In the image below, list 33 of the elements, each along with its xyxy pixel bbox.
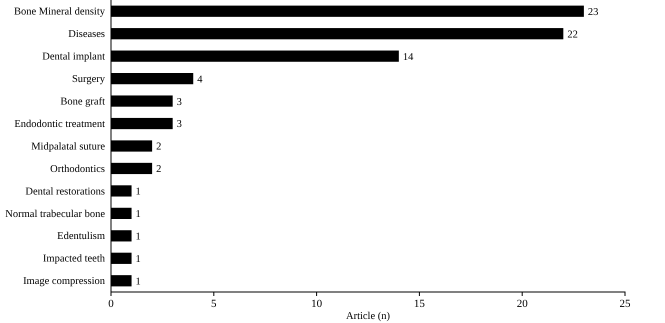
y-tick-label: Dental implant — [42, 52, 106, 63]
data-label: 23 — [588, 6, 598, 18]
y-tick-label: Surgery — [72, 74, 106, 85]
y-tick-label: Orthodontics — [50, 164, 105, 175]
data-label: 3 — [176, 119, 182, 130]
x-tick-label: 10 — [311, 298, 323, 310]
data-label: 1 — [136, 209, 141, 220]
y-tick-label: Diseases — [68, 29, 105, 40]
x-tick-label: 15 — [414, 298, 426, 310]
data-label: 14 — [402, 52, 414, 63]
y-tick-label: Normal trabecular bone — [5, 208, 106, 220]
y-tick-label: Dental restorations — [25, 186, 105, 198]
x-axis-title: Article (n) — [346, 311, 391, 322]
data-label: 1 — [136, 186, 141, 198]
data-label: 22 — [567, 29, 578, 40]
data-label: 2 — [156, 142, 162, 153]
data-label: 2 — [156, 164, 162, 176]
y-tick-label: Midpalatal suture — [31, 141, 106, 152]
y-tick-label: Bone Mineral density — [14, 6, 106, 18]
data-label: 1 — [136, 254, 141, 265]
x-tick-label: 5 — [211, 298, 218, 310]
x-tick-label: 0 — [108, 298, 114, 310]
data-label: 4 — [197, 74, 204, 86]
x-tick-label: 20 — [516, 298, 528, 310]
data-label: 1 — [136, 232, 141, 243]
y-tick-label: Endodontic treatment — [14, 118, 106, 130]
y-tick-label: Impacted teeth — [42, 254, 106, 265]
data-label: 3 — [176, 96, 182, 108]
x-tick-label: 25 — [620, 298, 631, 310]
data-label: 1 — [136, 276, 141, 288]
y-tick-label: Bone graft — [60, 96, 106, 108]
y-tick-label: Image compression — [23, 276, 106, 288]
y-tick-label: Edentulism — [57, 231, 105, 242]
